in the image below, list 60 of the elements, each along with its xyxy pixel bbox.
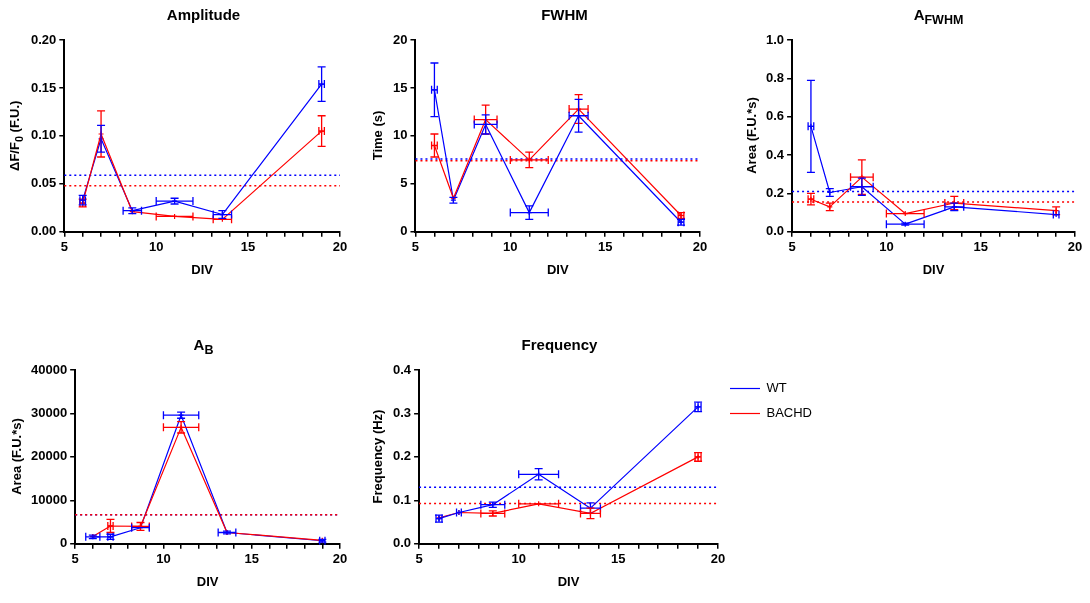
chart-title: FWHM [540, 6, 589, 23]
x-tick-label: 15 [244, 551, 259, 567]
y-axis-title: Time (s) [370, 111, 386, 161]
x-axis-title: DIV [191, 261, 214, 277]
x-tick-label: 10 [148, 239, 164, 255]
y-tick-label: 0.6 [765, 108, 785, 124]
x-tick-label: 10 [503, 239, 518, 255]
y-tick-label: 0.20 [30, 31, 57, 47]
y-tick-label: 0.8 [765, 69, 785, 85]
x-tick-label: 15 [611, 551, 626, 567]
x-tick-label: 15 [240, 239, 256, 255]
y-tick-label: 0.3 [392, 405, 412, 421]
y-tick-label: 40000 [30, 361, 68, 377]
legend-label: WT [766, 380, 787, 396]
x-tick-label: 20 [710, 551, 726, 567]
x-tick-label: 10 [879, 239, 894, 255]
x-tick-label: 10 [156, 551, 171, 567]
x-tick-label: 20 [1067, 239, 1083, 255]
legend-label: BACHD [766, 405, 813, 421]
y-tick-label: 0.15 [30, 79, 57, 95]
y-tick-label: 0.4 [765, 146, 785, 162]
x-tick-label: 15 [597, 239, 613, 255]
y-tick-label: 0.0 [392, 535, 412, 551]
x-tick-label: 20 [692, 239, 708, 255]
y-tick-label: 10000 [30, 491, 68, 507]
x-tick-label: 10 [511, 551, 526, 567]
y-tick-label: 10 [392, 127, 408, 143]
y-tick-label: 15 [392, 79, 408, 95]
y-axis-title: Frequency (Hz) [370, 409, 386, 504]
y-tick-label: 1.0 [765, 31, 785, 47]
y-tick-label: 20 [392, 31, 408, 47]
x-tick-label: 20 [332, 239, 348, 255]
y-tick-label: 0.4 [392, 361, 412, 377]
x-axis-title: DIV [922, 261, 945, 277]
chart-title: Frequency [520, 336, 599, 353]
y-tick-label: 30000 [30, 405, 68, 421]
x-axis-title: DIV [557, 573, 580, 589]
y-tick-label: 0.10 [30, 127, 57, 143]
x-tick-label: 20 [332, 551, 348, 567]
y-tick-label: 0 [400, 223, 408, 239]
y-tick-label: 20000 [30, 448, 68, 464]
chart-title: A$_{B}$ [192, 336, 215, 357]
y-axis-title: Area (F.U.*s) [8, 418, 24, 496]
y-tick-label: 0.05 [30, 175, 57, 191]
x-tick-label: 5 [415, 551, 423, 567]
chart-title: A$_{FWHM}$ [912, 6, 965, 27]
x-tick-label: 5 [788, 239, 796, 255]
y-tick-label: 5 [400, 175, 408, 191]
x-tick-label: 15 [973, 239, 988, 255]
x-axis-title: DIV [546, 261, 569, 277]
y-tick-label: 0.2 [765, 185, 785, 201]
y-tick-label: 0 [59, 535, 68, 551]
y-axis-title: Area (F.U.*s) [743, 97, 759, 175]
y-tick-label: 0.0 [765, 223, 785, 239]
y-tick-label: 0.2 [392, 448, 412, 464]
y-tick-label: 0.00 [30, 223, 57, 239]
x-axis-title: DIV [196, 573, 219, 589]
y-tick-label: 0.1 [392, 491, 412, 507]
chart-title: Amplitude [165, 6, 242, 23]
x-tick-label: 5 [71, 551, 79, 567]
